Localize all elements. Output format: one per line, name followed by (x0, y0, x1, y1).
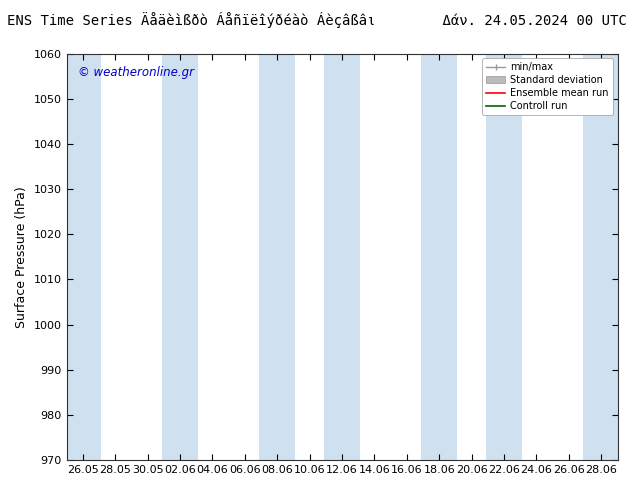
Bar (259, 53, 295, 460)
Bar (324, 53, 360, 460)
Bar (583, 53, 618, 460)
Bar (162, 53, 198, 460)
Text: ENS Time Series Äåäèìßðò Áåñïëîýðéàò Áèçâßâι        Δάν. 24.05.2024 00 UTC: ENS Time Series Äåäèìßðò Áåñïëîýðéàò Áèç… (7, 12, 627, 28)
Bar (486, 53, 522, 460)
Y-axis label: Surface Pressure (hPa): Surface Pressure (hPa) (15, 186, 28, 328)
Text: © weatheronline.gr: © weatheronline.gr (77, 66, 193, 79)
Legend: min/max, Standard deviation, Ensemble mean run, Controll run: min/max, Standard deviation, Ensemble me… (482, 58, 612, 115)
Bar (422, 53, 457, 460)
Bar (67, 53, 101, 460)
